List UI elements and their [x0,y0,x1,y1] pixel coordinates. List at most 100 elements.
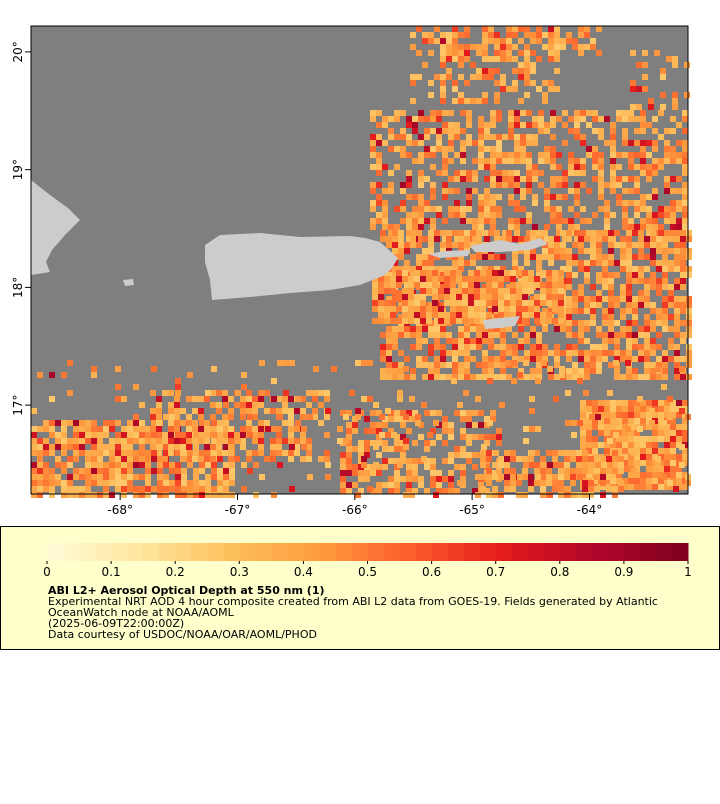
aerosol-pixel [686,332,692,338]
aerosol-pixel [600,492,606,498]
aerosol-pixel [664,218,670,224]
aerosol-pixel [49,486,55,492]
aerosol-pixel [686,356,692,362]
aerosol-pixel [430,152,436,158]
aerosol-pixel [620,260,626,266]
aerosol-pixel [97,474,103,480]
aerosol-pixel [31,462,37,468]
aerosol-pixel [464,356,470,362]
aerosol-pixel [472,176,478,182]
aerosol-pixel [412,158,418,164]
aerosol-pixel [542,80,548,86]
aerosol-pixel [452,26,458,32]
aerosol-pixel [668,356,674,362]
aerosol-pixel [668,314,674,320]
aerosol-pixel [488,26,494,32]
aerosol-pixel [476,266,482,272]
aerosol-pixel [538,116,544,122]
aerosol-pixel [482,56,488,62]
aerosol-pixel [670,224,676,230]
aerosol-pixel [578,44,584,50]
aerosol-pixel [500,368,506,374]
aerosol-pixel [398,332,404,338]
aerosol-pixel [638,296,644,302]
aerosol-pixel [542,350,548,356]
aerosol-pixel [418,206,424,212]
aerosol-pixel [638,242,644,248]
aerosol-pixel [494,374,500,380]
aerosol-pixel [204,438,210,444]
aerosol-pixel [564,492,570,498]
aerosol-pixel [670,442,676,448]
aerosol-pixel [544,152,550,158]
aerosol-pixel [418,182,424,188]
aerosol-pixel [276,438,282,444]
aerosol-pixel [674,242,680,248]
aerosol-pixel [458,98,464,104]
aerosol-pixel [97,444,103,450]
aerosol-pixel [480,312,486,318]
aerosol-pixel [121,486,127,492]
aerosol-pixel [572,374,578,380]
aerosol-pixel [662,284,668,290]
aerosol-pixel [466,176,472,182]
aerosol-pixel [500,236,506,242]
aerosol-pixel [682,430,688,436]
aerosol-pixel [554,350,560,356]
aerosol-pixel [234,402,240,408]
aerosol-pixel [464,368,470,374]
aerosol-pixel [414,306,420,312]
aerosol-pixel [574,134,580,140]
aerosol-pixel [598,442,604,448]
aerosol-pixel [478,194,484,200]
aerosol-pixel [524,254,530,260]
aerosol-pixel [508,152,514,158]
aerosol-pixel [674,266,680,272]
aerosol-pixel [468,270,474,276]
aerosol-pixel [414,318,420,324]
aerosol-pixel [650,308,656,314]
aerosol-pixel [434,38,440,44]
aerosol-pixel [514,182,520,188]
aerosol-pixel [622,224,628,230]
aerosol-pixel [468,300,474,306]
aerosol-pixel [656,266,662,272]
aerosol-pixel [416,260,422,266]
aerosol-pixel [676,466,682,472]
aerosol-pixel [386,332,392,338]
aerosol-pixel [340,488,346,494]
aerosol-pixel [512,254,518,260]
aerosol-pixel [682,128,688,134]
aerosol-pixel [686,302,692,308]
aerosol-pixel [481,444,487,450]
aerosol-pixel [500,356,506,362]
aerosol-pixel [524,62,530,68]
aerosol-pixel [73,444,79,450]
aerosol-pixel [506,44,512,50]
aerosol-pixel [556,212,562,218]
aerosol-pixel [622,212,628,218]
aerosol-pixel [502,158,508,164]
aerosol-pixel [536,362,542,368]
aerosol-pixel [508,134,514,140]
aerosol-pixel [638,236,644,242]
aerosol-pixel [163,474,169,480]
aerosol-pixel [97,468,103,474]
aerosol-pixel [382,164,388,170]
aerosol-pixel [628,116,634,122]
aerosol-pixel [318,402,324,408]
aerosol-pixel [582,450,588,456]
aerosol-pixel [558,294,564,300]
aerosol-pixel [604,224,610,230]
aerosol-pixel [73,492,79,498]
aerosol-pixel [652,430,658,436]
aerosol-pixel [664,206,670,212]
aerosol-pixel [478,164,484,170]
aerosol-pixel [552,294,558,300]
aerosol-pixel [466,110,472,116]
aerosol-pixel [438,306,444,312]
aerosol-pixel [450,282,456,288]
aerosol-pixel [502,134,508,140]
aerosol-pixel [482,332,488,338]
aerosol-pixel [442,422,448,428]
